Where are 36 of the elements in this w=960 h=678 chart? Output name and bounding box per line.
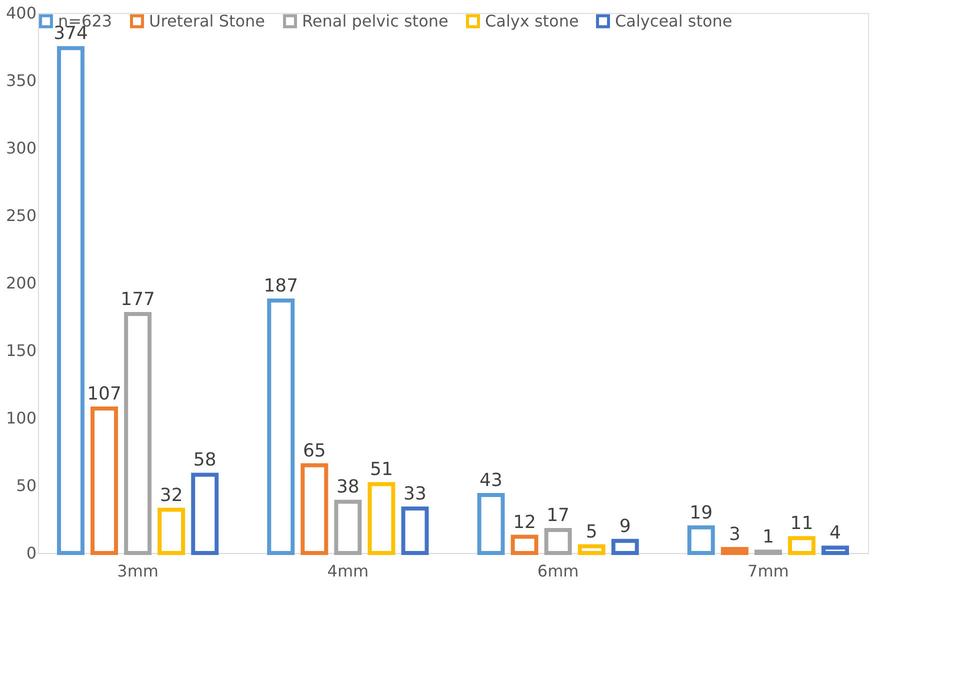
data-label: 107 (87, 384, 122, 405)
data-label: 38 (336, 476, 360, 498)
legend-label: Renal pelvic stone (302, 11, 448, 30)
y-tick-label: 200 (6, 274, 36, 292)
data-label: 187 (264, 276, 298, 297)
data-label: 32 (160, 484, 183, 506)
data-label: 17 (546, 505, 570, 526)
data-label: 177 (120, 289, 155, 310)
data-label: 9 (619, 516, 631, 537)
data-label: 3 (728, 524, 740, 545)
x-tick-label: 6mm (537, 562, 579, 580)
data-label: 19 (690, 502, 713, 524)
y-tick-label: 100 (6, 408, 36, 428)
legend-label: Calyceal stone (615, 11, 732, 30)
data-label: 33 (404, 483, 426, 504)
y-tick-label: 300 (6, 138, 36, 158)
x-tick-label: 3mm (117, 562, 158, 580)
data-label: 12 (513, 512, 536, 533)
data-label: 58 (193, 450, 216, 471)
x-tick-label: 4mm (327, 562, 369, 580)
data-label: 43 (480, 470, 502, 491)
y-tick-label: 350 (6, 71, 36, 90)
data-label: 1 (762, 526, 774, 548)
data-label: 65 (302, 440, 326, 462)
legend-label: Calyx stone (485, 11, 579, 30)
x-tick-label: 7mm (748, 562, 789, 580)
legend-label: Ureteral Stone (149, 11, 266, 30)
data-label: 4 (830, 522, 841, 544)
y-tick-label: 150 (6, 341, 36, 360)
data-label: 51 (370, 459, 393, 480)
y-tick-label: 50 (16, 476, 36, 495)
y-tick-label: 400 (6, 4, 36, 22)
data-label: 11 (790, 513, 814, 534)
data-label: 5 (586, 521, 598, 542)
y-tick-label: 250 (6, 206, 36, 225)
y-tick-label: 0 (26, 544, 36, 562)
